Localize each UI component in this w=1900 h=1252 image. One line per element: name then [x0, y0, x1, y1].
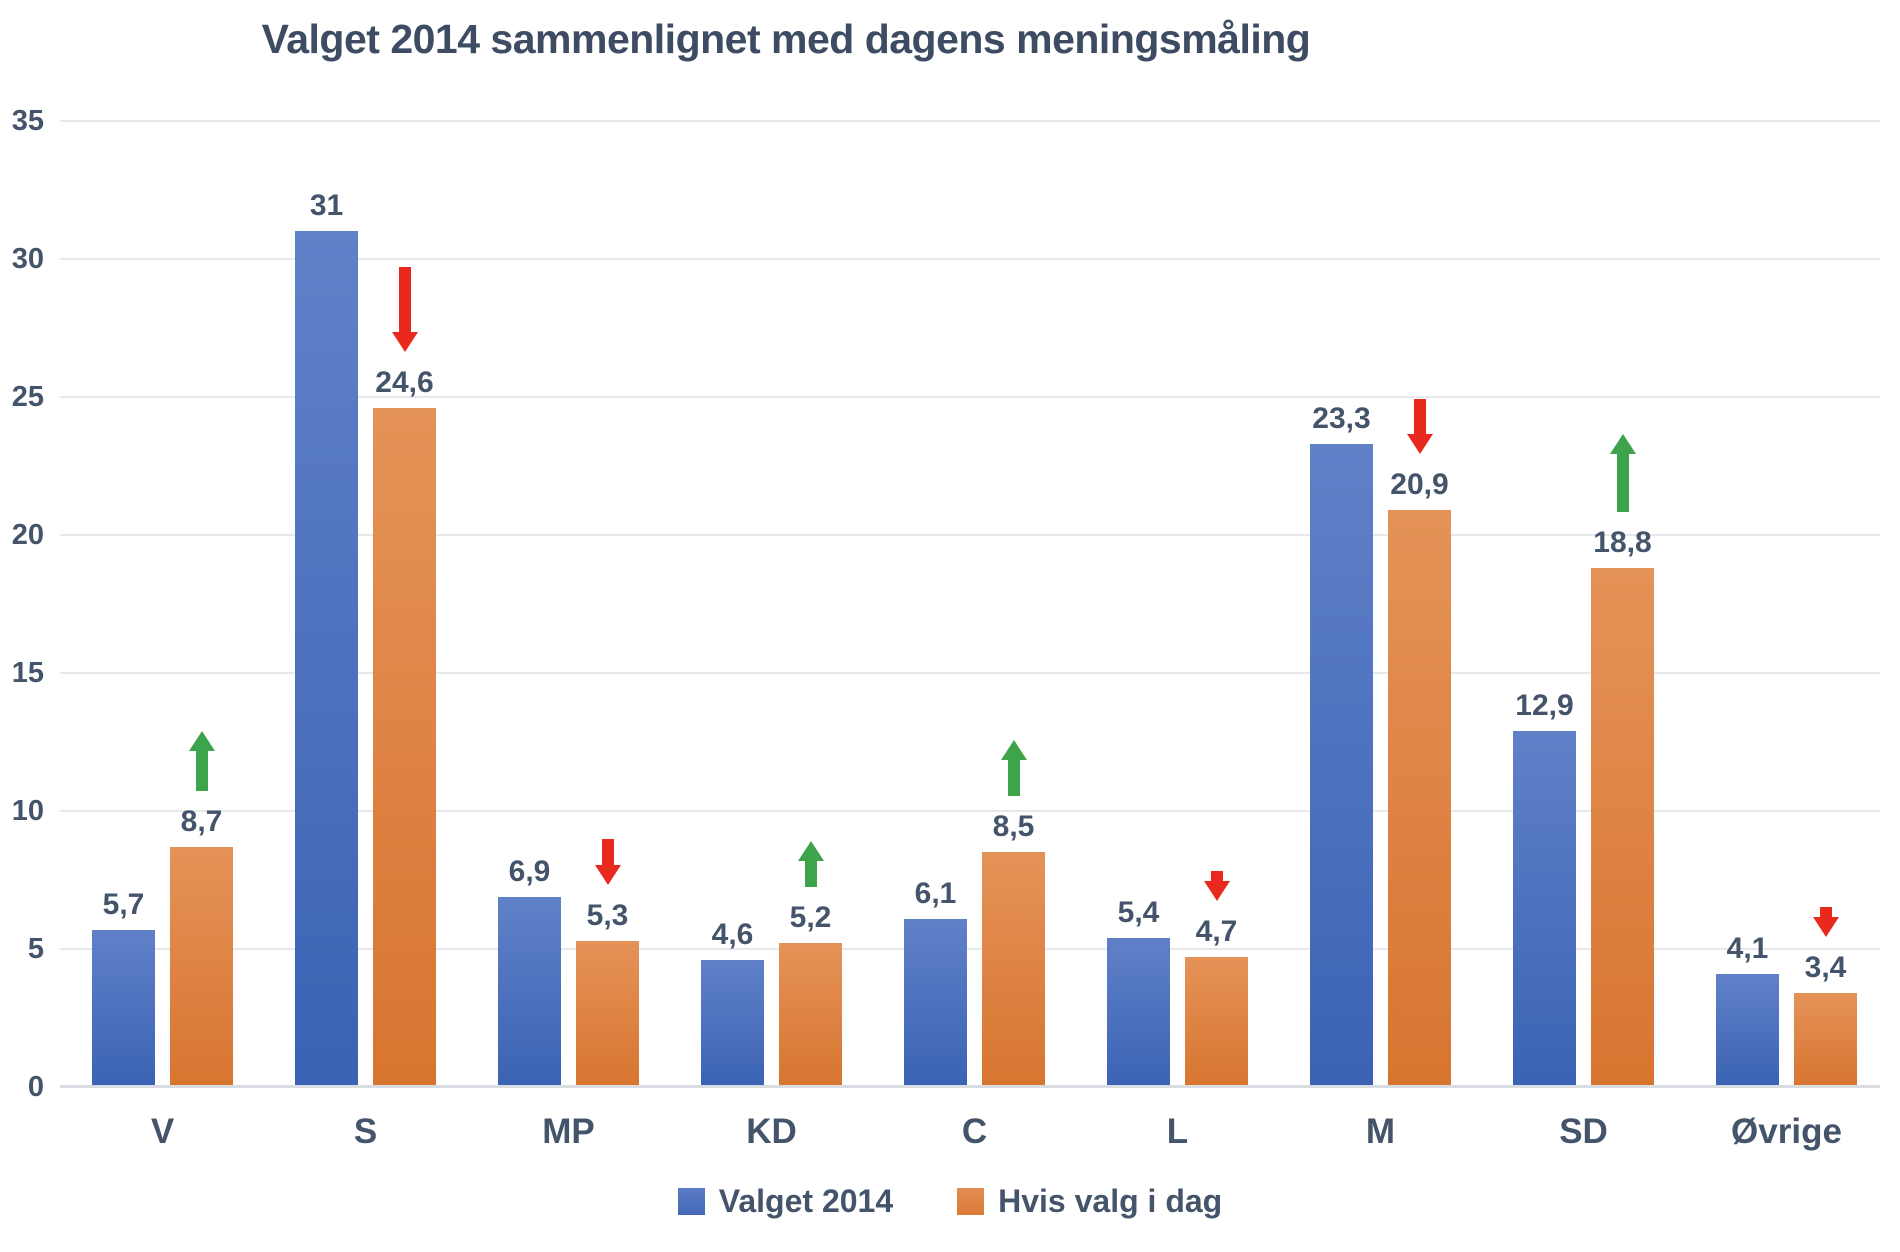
arrow-head [797, 841, 824, 862]
plot-area: 5,7 8,7 31 24,6 6,9 5,3 4,6 5,2 6,1 8,5 5,4 4,7 23,3… [60, 120, 1880, 1088]
arrow-stem [601, 838, 614, 868]
value-label-valget-2014-KD: 4,6 [711, 918, 754, 952]
value-label-valget-2014-C: 6,1 [914, 876, 957, 910]
change-arrow-up-icon-KD [797, 841, 824, 888]
gridline [60, 948, 1880, 950]
value-label-valget-2014-MP: 6,9 [508, 854, 551, 888]
y-axis-tick-label: 20 [11, 519, 44, 551]
change-arrow-up-icon-V [188, 730, 215, 791]
category-label-MP: MP [542, 1112, 595, 1151]
value-label-hvis-valg-i-dag-V: 8,7 [180, 804, 223, 838]
arrow-stem [1007, 757, 1020, 797]
value-label-hvis-valg-i-dag-Øvrige: 3,4 [1804, 951, 1847, 985]
arrow-stem [1413, 399, 1426, 438]
value-label-valget-2014-L: 5,4 [1117, 895, 1160, 929]
value-label-hvis-valg-i-dag-KD: 5,2 [789, 901, 832, 935]
y-axis-tick-label: 25 [11, 381, 44, 413]
category-label-L: L [1166, 1112, 1189, 1151]
arrow-stem [398, 267, 411, 336]
bar-hvis-valg-i-dag-KD [779, 943, 842, 1087]
arrow-stem [1616, 451, 1629, 513]
arrow-head [1406, 434, 1433, 455]
arrow-stem [804, 858, 817, 888]
category-label-C: C [961, 1112, 988, 1151]
bar-hvis-valg-i-dag-C [982, 852, 1045, 1087]
bar-hvis-valg-i-dag-S [373, 408, 436, 1087]
value-label-valget-2014-S: 31 [309, 189, 344, 223]
category-label-M: M [1365, 1112, 1396, 1151]
bar-hvis-valg-i-dag-M [1388, 510, 1451, 1087]
category-label-SD: SD [1559, 1112, 1608, 1151]
category-label-S: S [353, 1112, 378, 1151]
legend-item-valget-2014: Valget 2014 [677, 1183, 894, 1220]
arrow-head [594, 864, 621, 885]
category-label-Øvrige: Øvrige [1731, 1112, 1842, 1151]
bar-valget-2014-MP [498, 896, 561, 1087]
change-arrow-down-icon-Øvrige [1812, 907, 1839, 938]
bar-hvis-valg-i-dag-Øvrige [1794, 993, 1857, 1087]
bar-valget-2014-KD [701, 960, 764, 1087]
y-axis-tick-label: 10 [11, 795, 44, 827]
arrow-head [188, 730, 215, 751]
arrow-stem [1210, 871, 1223, 885]
arrow-head [1000, 740, 1027, 761]
value-label-valget-2014-SD: 12,9 [1515, 688, 1574, 722]
bar-hvis-valg-i-dag-L [1185, 957, 1248, 1087]
legend-swatch-blue-icon [677, 1188, 705, 1215]
gridline [60, 120, 1880, 122]
value-label-valget-2014-M: 23,3 [1312, 401, 1371, 435]
bar-valget-2014-SD [1513, 730, 1576, 1087]
arrow-stem [195, 747, 208, 791]
y-axis-tick-label: 35 [11, 105, 44, 137]
bar-valget-2014-S [295, 231, 358, 1087]
value-label-valget-2014-V: 5,7 [102, 887, 145, 921]
arrow-head [1203, 881, 1230, 902]
arrow-stem [1819, 907, 1832, 921]
gridline [60, 258, 1880, 260]
change-arrow-down-icon-M [1406, 399, 1433, 455]
legend-swatch-orange-icon [957, 1188, 985, 1215]
value-label-valget-2014-Øvrige: 4,1 [1726, 931, 1769, 965]
bar-hvis-valg-i-dag-SD [1591, 568, 1654, 1087]
change-arrow-down-icon-S [391, 267, 418, 353]
x-axis-line [60, 1085, 1880, 1088]
value-label-hvis-valg-i-dag-SD: 18,8 [1593, 526, 1652, 560]
change-arrow-up-icon-SD [1609, 434, 1636, 513]
value-label-hvis-valg-i-dag-M: 20,9 [1390, 468, 1449, 502]
change-arrow-up-icon-C [1000, 740, 1027, 797]
y-axis-tick-label: 15 [11, 657, 44, 689]
legend-label: Hvis valg i dag [998, 1183, 1223, 1219]
value-label-hvis-valg-i-dag-C: 8,5 [992, 810, 1035, 844]
gridline [60, 396, 1880, 398]
bar-hvis-valg-i-dag-MP [576, 940, 639, 1087]
category-label-KD: KD [746, 1112, 797, 1151]
value-label-hvis-valg-i-dag-L: 4,7 [1195, 915, 1238, 949]
change-arrow-down-icon-L [1203, 871, 1230, 902]
bar-valget-2014-M [1310, 443, 1373, 1087]
bar-valget-2014-Øvrige [1716, 973, 1779, 1087]
bar-hvis-valg-i-dag-V [170, 846, 233, 1087]
change-arrow-down-icon-MP [594, 838, 621, 885]
chart-legend: Valget 2014 Hvis valg i dag [0, 1183, 1900, 1220]
arrow-head [391, 332, 418, 353]
arrow-head [1812, 917, 1839, 938]
y-axis-tick-label: 30 [11, 243, 44, 275]
chart-title: Valget 2014 sammenlignet med dagens meni… [261, 16, 1311, 62]
bar-valget-2014-V [92, 929, 155, 1087]
category-label-V: V [150, 1112, 175, 1151]
bar-valget-2014-C [904, 918, 967, 1087]
arrow-head [1609, 434, 1636, 455]
y-axis-tick-label: 0 [27, 1071, 44, 1103]
gridline [60, 534, 1880, 536]
gridline [60, 672, 1880, 674]
value-label-hvis-valg-i-dag-S: 24,6 [375, 366, 434, 400]
y-axis-tick-label: 5 [27, 933, 44, 965]
gridline [60, 810, 1880, 812]
value-label-hvis-valg-i-dag-MP: 5,3 [586, 898, 629, 932]
bar-valget-2014-L [1107, 937, 1170, 1087]
legend-label: Valget 2014 [718, 1183, 894, 1219]
legend-item-hvis-valg-i-dag: Hvis valg i dag [957, 1183, 1222, 1220]
